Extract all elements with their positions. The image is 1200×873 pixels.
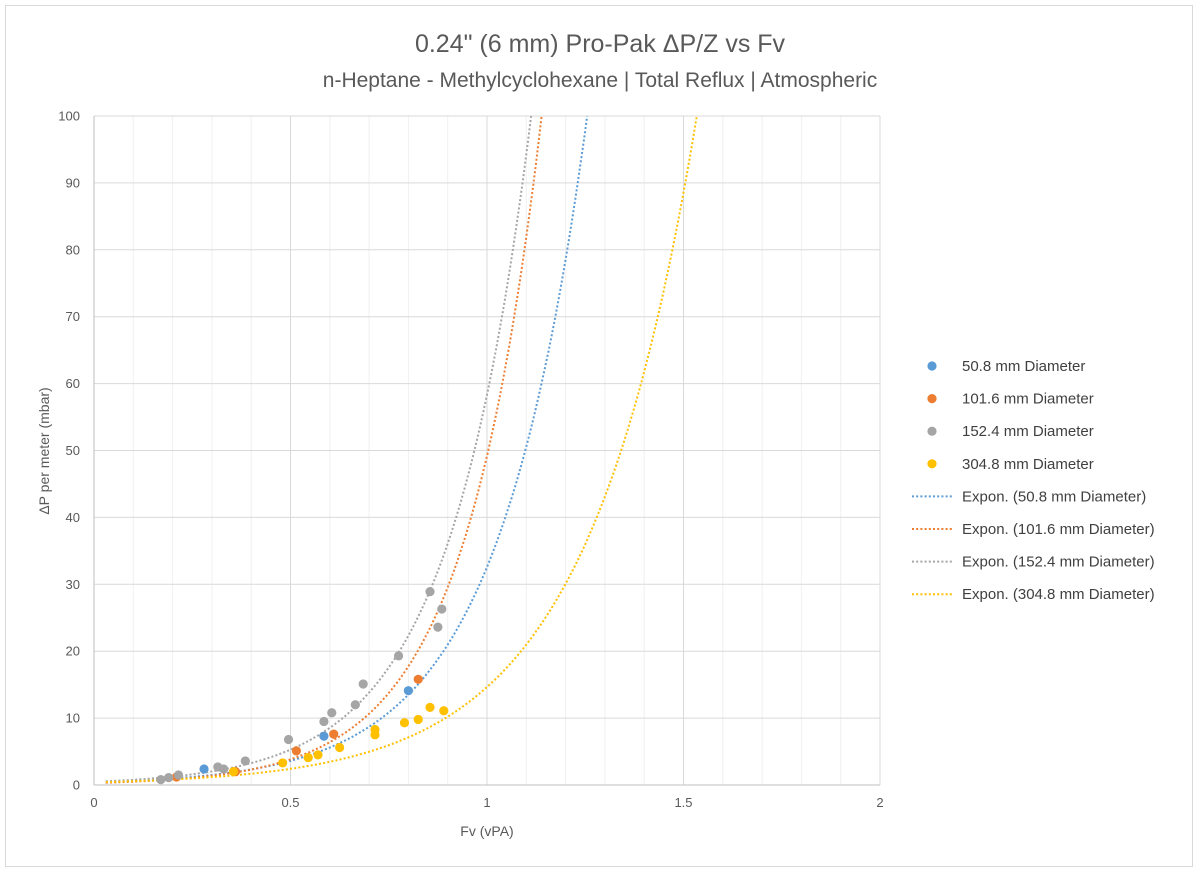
trendline (105, 115, 589, 783)
data-point (228, 767, 239, 777)
trendline (105, 115, 698, 783)
data-point (313, 750, 323, 760)
data-point (199, 764, 209, 774)
y-tick-label: 20 (66, 644, 80, 659)
legend-label: 152.4 mm Diameter (962, 423, 1094, 440)
y-tick-label: 50 (66, 443, 80, 458)
y-axis-title: ΔP per meter (mbar) (36, 387, 52, 514)
data-point (358, 679, 368, 689)
y-tick-label: 60 (66, 376, 80, 391)
legend-label: 304.8 mm Diameter (962, 456, 1094, 473)
data-point (319, 716, 329, 727)
data-point (335, 742, 345, 753)
trendline (105, 115, 533, 783)
legend-marker (927, 361, 937, 371)
data-point (399, 718, 410, 728)
grid-layer (93, 115, 881, 786)
trendline (105, 115, 543, 784)
legend-label: 101.6 mm Diameter (962, 391, 1094, 408)
data-point (437, 604, 447, 614)
data-point (439, 706, 449, 716)
chart-border (5, 5, 1193, 867)
chart-subtitle: n-Heptane - Methylcyclohexane | Total Re… (323, 69, 877, 92)
legend-label: 50.8 mm Diameter (962, 358, 1085, 375)
data-point (303, 752, 313, 763)
data-point (393, 651, 404, 661)
data-point (219, 764, 229, 774)
data-point-layer (156, 587, 449, 785)
x-tick-label: 1.5 (674, 795, 692, 810)
y-tick-label: 90 (66, 175, 80, 190)
y-tick-label: 10 (66, 711, 80, 726)
x-tick-label: 2 (876, 795, 883, 810)
data-point (278, 758, 288, 768)
y-tick-label: 80 (66, 242, 80, 257)
y-tick-label: 100 (58, 109, 80, 124)
data-point (413, 714, 423, 725)
chart-title: 0.24" (6 mm) Pro-Pak ΔP/Z vs Fv (415, 30, 786, 58)
data-point (425, 587, 435, 597)
y-tick-label: 0 (73, 778, 80, 793)
data-point (350, 700, 360, 710)
data-point (291, 746, 301, 756)
data-point (329, 729, 339, 739)
data-point (413, 674, 423, 684)
y-tick-label: 40 (66, 510, 80, 525)
data-point (319, 731, 329, 741)
legend-marker (927, 394, 937, 404)
legend-label: Expon. (152.4 mm Diameter) (962, 554, 1155, 571)
data-point (156, 775, 166, 785)
legend-marker (927, 426, 937, 436)
legend: 50.8 mm Diameter 101.6 mm Diameter 152.4 m… (912, 358, 1155, 603)
data-point (327, 708, 337, 718)
data-point (283, 734, 294, 745)
legend-label: Expon. (304.8 mm Diameter) (962, 586, 1155, 603)
trendline-layer (105, 115, 698, 784)
legend-label: Expon. (101.6 mm Diameter) (962, 521, 1155, 538)
data-point (403, 686, 413, 696)
y-tick-label: 30 (66, 577, 80, 592)
x-tick-label: 0 (90, 795, 97, 810)
x-tick-label: 1 (483, 795, 490, 810)
data-point (370, 724, 380, 735)
legend-label: Expon. (50.8 mm Diameter) (962, 488, 1146, 505)
x-axis-title: Fv (vPA) (460, 823, 513, 839)
y-tick-label: 70 (66, 309, 80, 324)
data-point (173, 770, 184, 780)
legend-marker (927, 459, 937, 469)
data-point (433, 622, 443, 632)
x-tick-label: 0.5 (281, 795, 299, 810)
data-point (164, 773, 174, 783)
data-point (240, 756, 250, 766)
data-point (425, 702, 435, 712)
